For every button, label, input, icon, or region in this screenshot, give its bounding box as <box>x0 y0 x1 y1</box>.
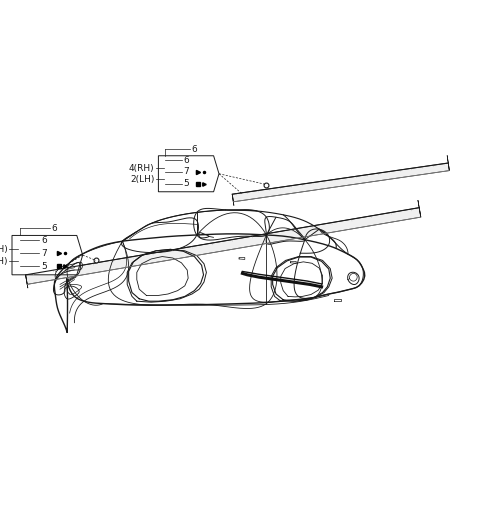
Text: 6: 6 <box>192 145 197 154</box>
Text: 2(LH): 2(LH) <box>130 174 155 184</box>
Polygon shape <box>25 207 421 284</box>
Polygon shape <box>232 163 449 202</box>
Text: 3(RH): 3(RH) <box>0 245 8 254</box>
Text: 6: 6 <box>51 224 57 233</box>
Text: 1(LH): 1(LH) <box>0 256 8 266</box>
Text: 7: 7 <box>41 249 47 257</box>
Polygon shape <box>12 235 83 275</box>
Text: 6: 6 <box>41 236 47 245</box>
Text: 6: 6 <box>183 156 189 165</box>
Text: 7: 7 <box>183 168 189 176</box>
Text: 5: 5 <box>183 180 189 188</box>
Text: 5: 5 <box>41 262 47 270</box>
Polygon shape <box>447 155 449 171</box>
Polygon shape <box>25 275 28 288</box>
Polygon shape <box>158 156 219 192</box>
Polygon shape <box>232 194 234 205</box>
Polygon shape <box>418 200 421 217</box>
Text: 4(RH): 4(RH) <box>129 164 155 173</box>
